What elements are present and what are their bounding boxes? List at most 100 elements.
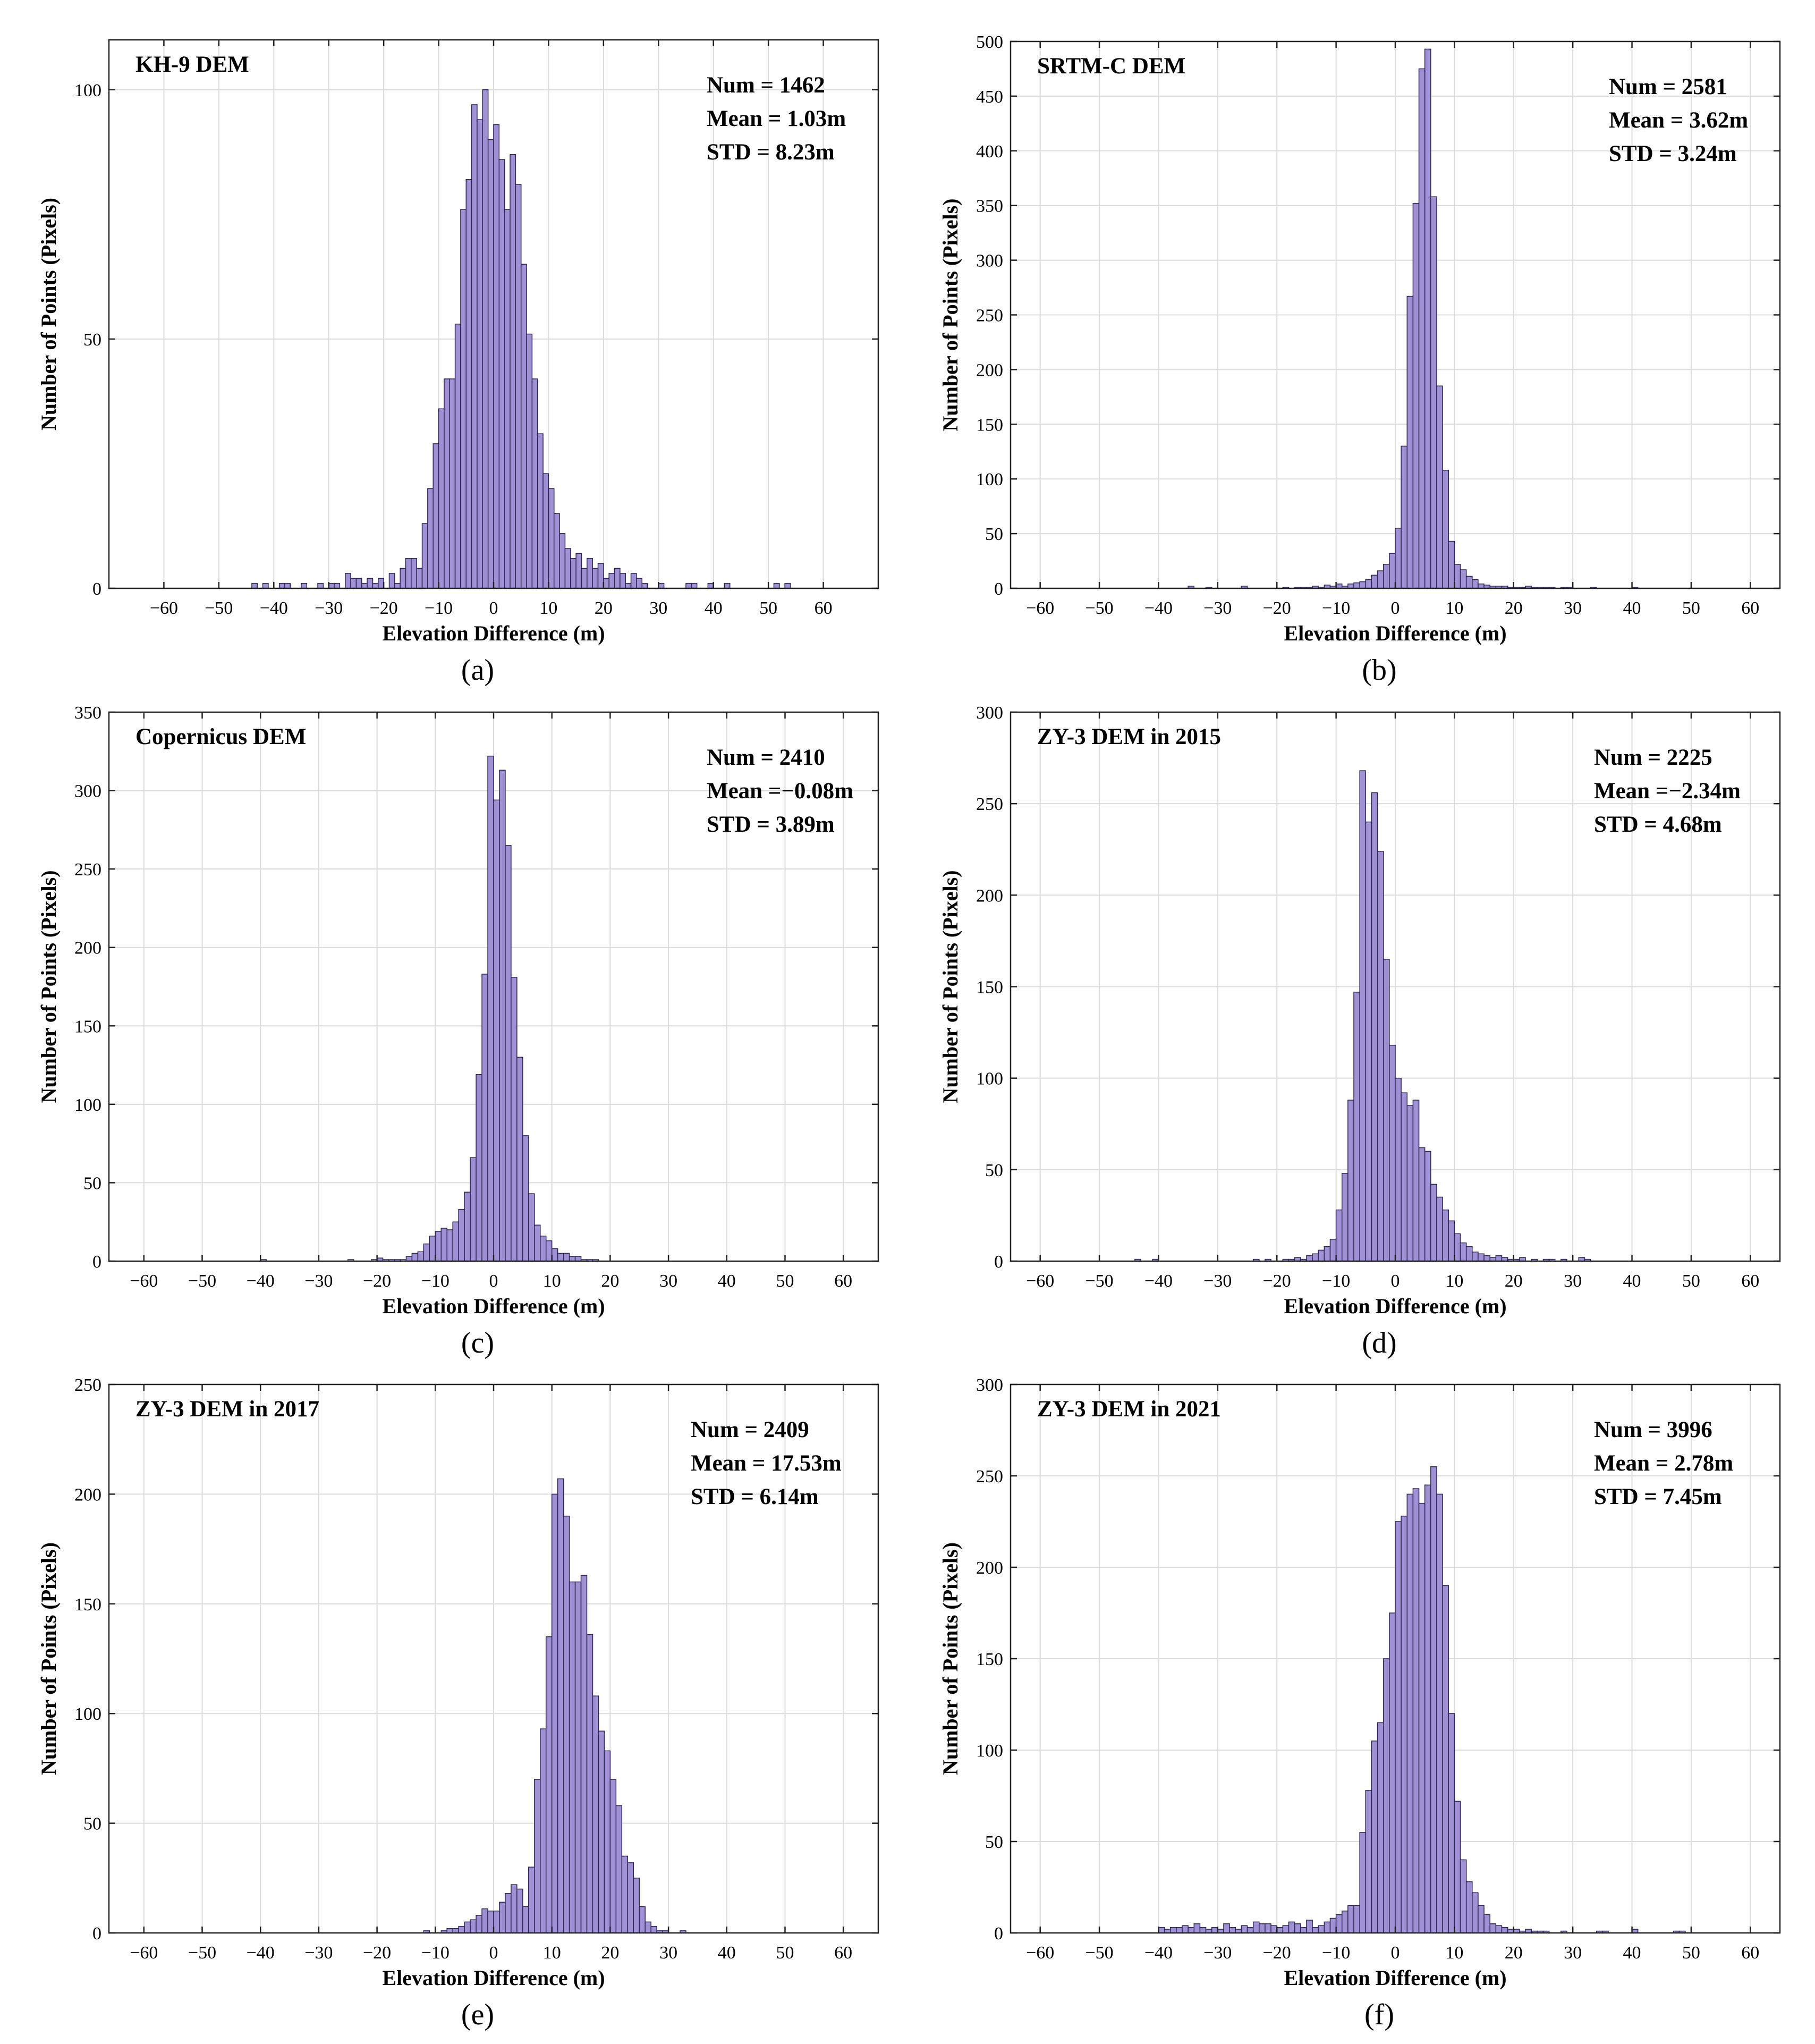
x-tick-label: −50	[1085, 1943, 1113, 1963]
stat-label: Mean =−2.34m	[1594, 779, 1741, 804]
x-tick-label: 60	[1741, 1943, 1759, 1963]
histogram-bar	[458, 1209, 465, 1262]
histogram-bar	[685, 582, 692, 589]
y-tick-label: 150	[74, 1595, 101, 1615]
histogram-bar	[372, 582, 379, 589]
x-tick-label: −20	[363, 1271, 391, 1291]
histogram-bar	[1383, 959, 1390, 1262]
x-tick-label: 20	[1505, 1271, 1523, 1291]
y-tick-label: 0	[994, 1252, 1003, 1272]
histogram-bar	[1424, 1151, 1431, 1262]
histogram-bar	[350, 578, 357, 589]
x-tick-label: 10	[1445, 598, 1463, 618]
histogram-bar	[575, 553, 582, 589]
histogram-bar	[1365, 579, 1372, 589]
histogram-bar	[388, 573, 395, 589]
y-tick-label: 0	[92, 1924, 101, 1944]
histogram-bar	[603, 578, 609, 589]
histogram-bar	[421, 523, 428, 589]
histogram-bar	[528, 1193, 535, 1262]
x-tick-label: −10	[1322, 1943, 1350, 1963]
histogram-bar	[1288, 1921, 1295, 1933]
histogram-bar	[1424, 1484, 1431, 1933]
x-tick-label: 0	[1391, 1943, 1400, 1963]
x-tick-label: 10	[539, 598, 557, 618]
histogram-bar	[1401, 1092, 1408, 1262]
y-axis-label: Number of Points (Pixels)	[37, 1542, 61, 1775]
histogram-bar	[1211, 1927, 1218, 1933]
y-tick-label: 300	[74, 782, 101, 801]
y-tick-label: 100	[74, 81, 101, 100]
histogram-bar	[411, 1253, 419, 1262]
panel-title: KH-9 DEM	[135, 52, 249, 77]
stat-label: STD = 3.89m	[707, 812, 835, 837]
x-tick-label: −20	[1263, 598, 1291, 618]
x-tick-label: −60	[150, 598, 178, 618]
histogram-bar	[429, 1236, 436, 1262]
histogram-bar	[394, 582, 401, 589]
bar-series	[251, 89, 791, 589]
histogram-bar	[1371, 792, 1378, 1262]
bar-series	[260, 755, 599, 1262]
histogram-bar	[1448, 1220, 1455, 1262]
histogram-bar	[569, 1256, 576, 1262]
histogram-bar	[1265, 1923, 1271, 1933]
histogram-bar	[1442, 1209, 1449, 1262]
histogram-bar	[405, 1256, 413, 1262]
x-axis-label: Elevation Difference (m)	[1284, 1294, 1506, 1318]
histogram-bar	[615, 1805, 623, 1933]
x-tick-label: 10	[543, 1943, 561, 1963]
x-tick-label: −20	[363, 1943, 391, 1963]
histogram-bar	[449, 378, 456, 589]
histogram-bar	[1342, 1910, 1348, 1933]
histogram-bar	[564, 548, 571, 589]
histogram-bar	[1318, 1249, 1325, 1262]
stat-label: Num = 2225	[1594, 745, 1712, 770]
histogram-bar	[1324, 1921, 1331, 1933]
y-tick-label: 500	[976, 32, 1003, 52]
x-tick-label: 60	[1741, 1271, 1759, 1291]
x-tick-label: 50	[776, 1943, 794, 1963]
stat-label: Mean = 3.62m	[1609, 108, 1748, 133]
histogram-bar	[1276, 1927, 1284, 1933]
y-tick-label: 200	[74, 939, 101, 958]
histogram-panel-2: −60 −50 −40 −30 −20 −10 0 10 20 30 40 50 60 0 50 100 150…	[938, 32, 1781, 687]
histogram-bar	[1365, 1789, 1372, 1933]
x-tick-label: −40	[247, 1943, 275, 1963]
histogram-bar	[1478, 1905, 1485, 1933]
histogram-bar	[1436, 1493, 1443, 1933]
histogram-bar	[526, 333, 533, 589]
x-tick-label: 20	[595, 598, 613, 618]
y-axis-label: Number of Points (Pixels)	[938, 198, 962, 431]
histogram-bar	[537, 433, 544, 589]
histogram-bar	[1306, 1255, 1313, 1262]
histogram-bar	[1329, 1238, 1337, 1262]
histogram-bar	[1389, 553, 1396, 589]
histogram-bar	[545, 1636, 553, 1933]
stat-label: Mean = 1.03m	[707, 106, 846, 131]
x-tick-label: −10	[425, 598, 453, 618]
x-tick-label: 0	[489, 1943, 498, 1963]
panel-title: ZY-3 DEM in 2017	[135, 1397, 319, 1422]
stat-label: Mean = 17.53m	[691, 1451, 842, 1476]
stat-label: Num = 3996	[1594, 1417, 1712, 1442]
histogram-bar	[1347, 1100, 1354, 1262]
histogram-bar	[1389, 1044, 1396, 1262]
y-tick-label: 100	[74, 1704, 101, 1724]
histogram-bar	[1246, 1927, 1254, 1933]
x-tick-label: 30	[659, 1943, 677, 1963]
y-tick-label: 0	[994, 1924, 1003, 1944]
histogram-bar	[1176, 1927, 1183, 1933]
histogram-bar	[630, 573, 637, 589]
histogram-bar	[773, 582, 780, 589]
histogram-bar	[691, 582, 698, 589]
histogram-bar	[604, 1750, 611, 1933]
histogram-bar	[580, 1575, 588, 1933]
histogram-bar	[511, 1884, 518, 1933]
y-tick-label: 200	[976, 360, 1003, 380]
histogram-bar	[510, 154, 516, 589]
x-tick-label: 50	[776, 1271, 794, 1291]
histogram-bar	[1169, 1927, 1177, 1933]
histogram-bar	[625, 582, 632, 589]
histogram-bar	[493, 1910, 500, 1933]
